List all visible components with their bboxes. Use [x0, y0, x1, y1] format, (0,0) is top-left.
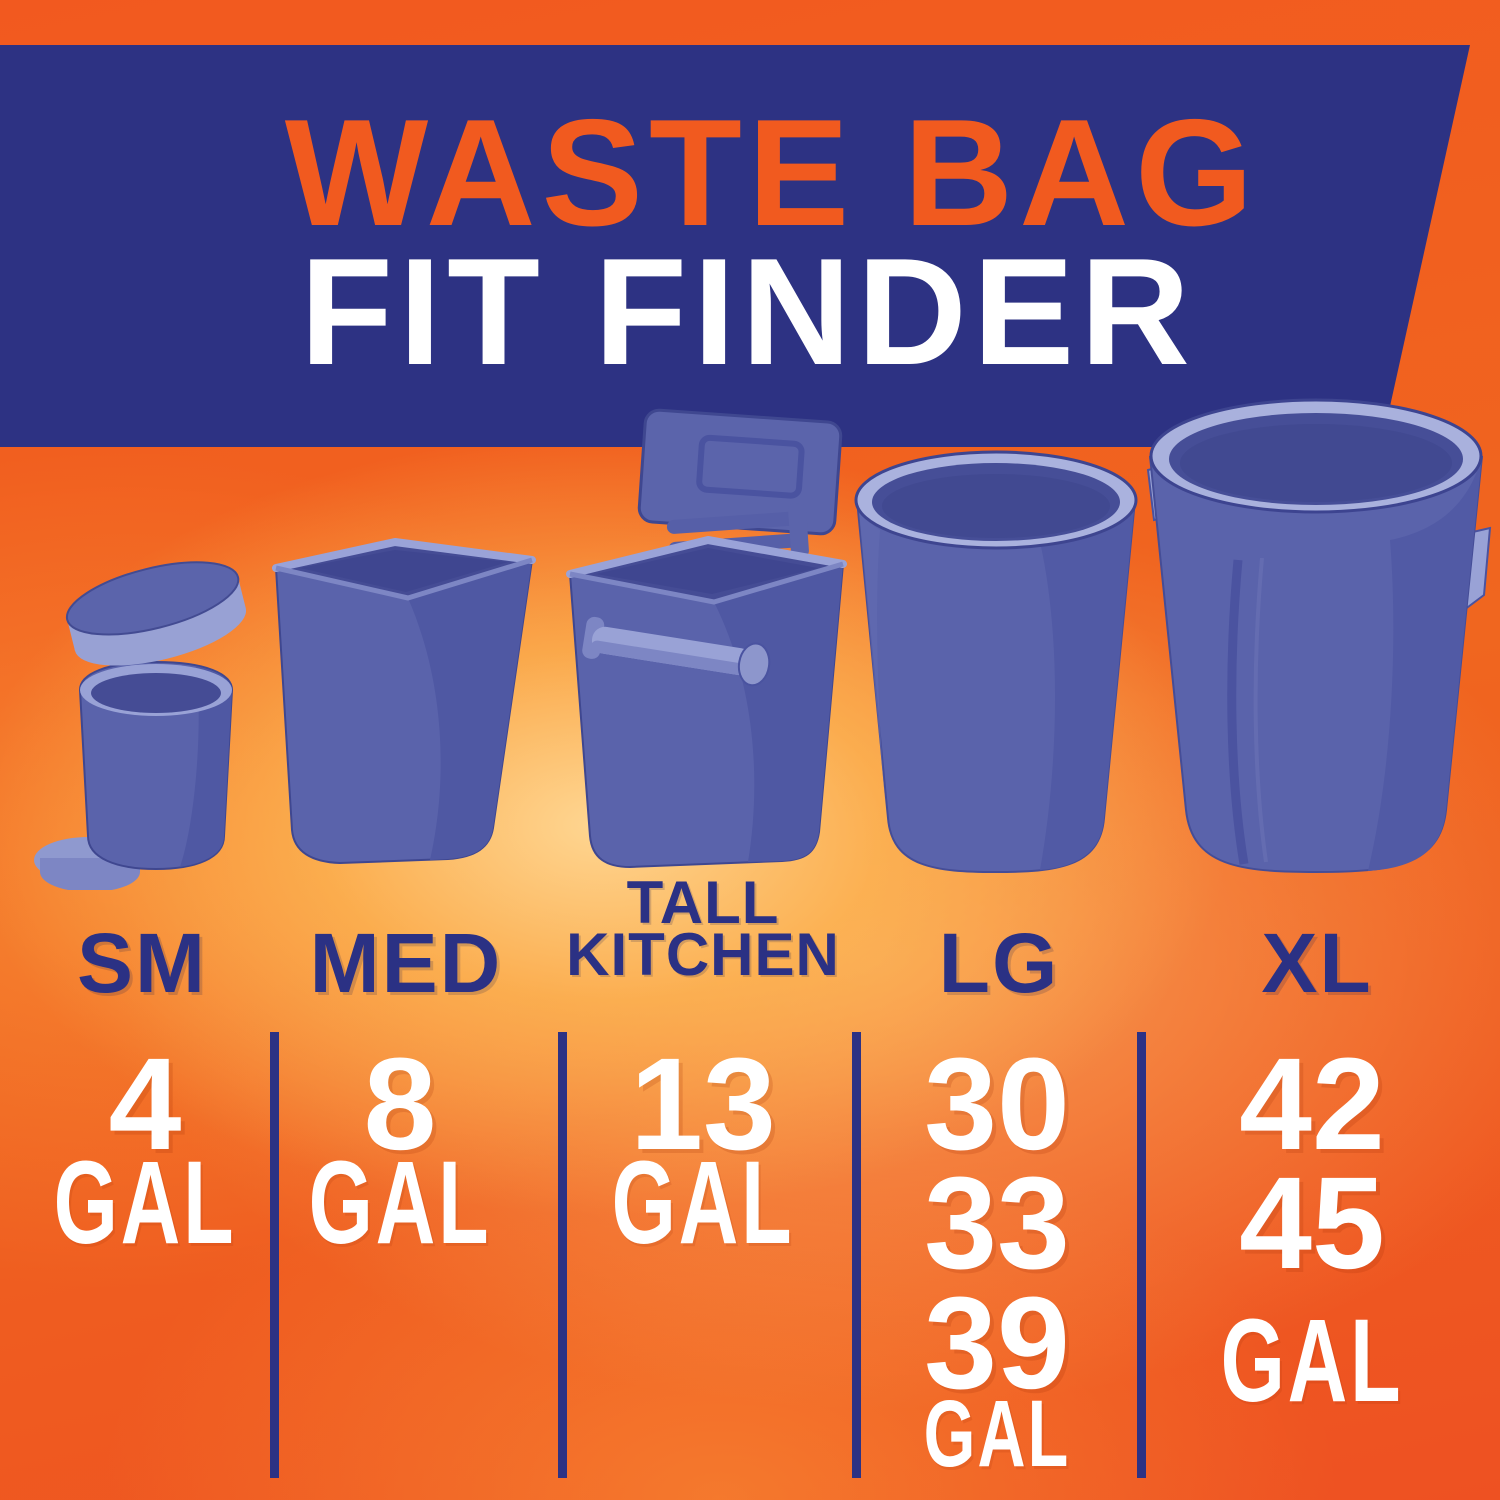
tall-kitchen-handle: [582, 616, 771, 687]
size-label-tall-kitchen: TALL KITCHEN: [566, 869, 840, 988]
gallon-value-xl-1: 42: [1239, 1030, 1385, 1177]
gallon-unit-tall-kitchen: GAL: [611, 1137, 795, 1269]
gallon-unit-lg: GAL: [923, 1381, 1071, 1487]
gallon-value-sm: 4: [108, 1030, 182, 1177]
size-label-med: MED: [309, 916, 503, 1010]
size-label-sm: SM: [77, 916, 207, 1010]
title-line-2: FIT FINDER: [300, 227, 1196, 397]
size-label-xl: XL: [1261, 916, 1373, 1010]
xl-round-bin-icon: [1146, 398, 1492, 874]
trash-can-illustrations: [34, 398, 1492, 890]
gallon-unit-sm: GAL: [53, 1137, 237, 1269]
gallon-value-lg-2: 33: [924, 1149, 1070, 1296]
tall-kitchen-bin-icon: [566, 408, 847, 868]
tall-kitchen-line-1: TALL: [626, 869, 780, 936]
gallon-unit-med: GAL: [308, 1137, 492, 1269]
lg-round-bin-icon: [854, 450, 1138, 874]
gallon-value-lg-1: 30: [924, 1030, 1070, 1177]
gallon-value-med: 8: [363, 1030, 437, 1177]
column-divider-4: [1137, 1032, 1146, 1478]
tall-kitchen-line-2: KITCHEN: [566, 921, 840, 988]
med-wastebasket-icon: [272, 538, 536, 864]
gallon-value-tall-kitchen: 13: [630, 1030, 776, 1177]
sm-step-can-icon: [34, 561, 247, 890]
title-line-1: WASTE BAG: [284, 88, 1260, 258]
gallon-value-lg-3: 39: [924, 1269, 1070, 1416]
column-divider-3: [852, 1032, 861, 1478]
column-divider-2: [558, 1032, 567, 1478]
gallon-value-xl-2: 45: [1239, 1149, 1385, 1296]
gallon-unit-xl: GAL: [1220, 1295, 1404, 1427]
column-divider-1: [270, 1032, 279, 1478]
title-banner: [0, 45, 1470, 447]
size-label-lg: LG: [938, 916, 1060, 1010]
